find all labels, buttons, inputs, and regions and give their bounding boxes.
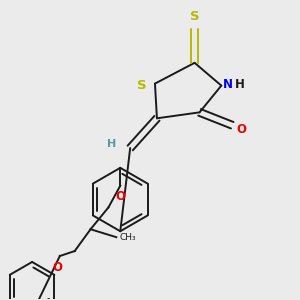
Text: N: N [223, 78, 233, 91]
Text: S: S [190, 10, 200, 23]
Text: S: S [137, 79, 147, 92]
Text: H: H [107, 139, 116, 149]
Text: H: H [235, 78, 245, 91]
Text: CH₃: CH₃ [119, 233, 136, 242]
Text: O: O [115, 190, 125, 202]
Text: O: O [53, 261, 63, 274]
Text: O: O [236, 123, 246, 136]
